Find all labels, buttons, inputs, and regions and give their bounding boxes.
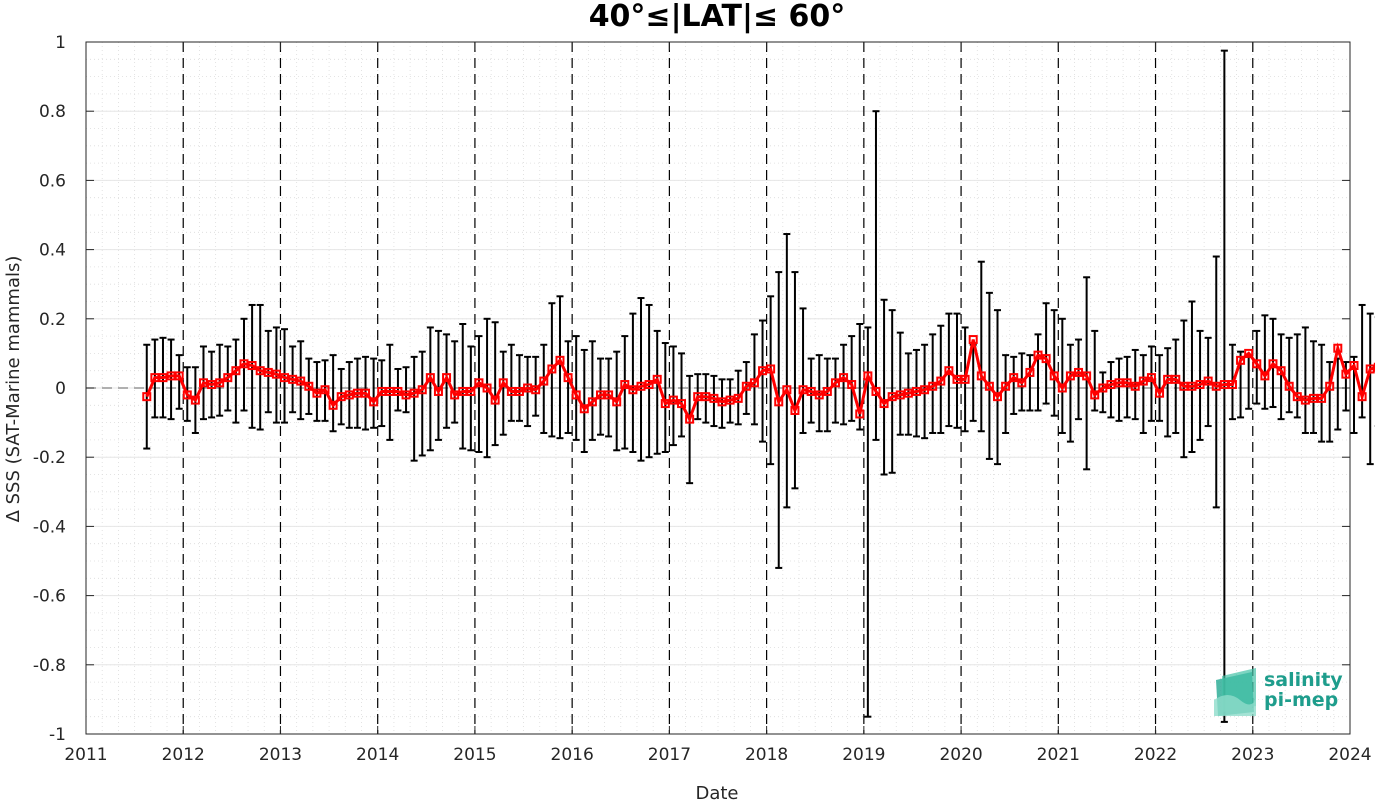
x-tick-label: 2022: [1134, 745, 1177, 765]
x-tick-label: 2011: [64, 745, 107, 765]
x-tick-label: 2015: [453, 745, 496, 765]
x-tick-label: 2024: [1328, 745, 1371, 765]
y-tick-label: -0.8: [33, 656, 66, 676]
x-tick-label: 2012: [162, 745, 205, 765]
x-tick-label: 2020: [939, 745, 982, 765]
x-tick-label: 2016: [551, 745, 594, 765]
y-axis-label: Δ SSS (SAT-Marine mammals): [3, 256, 24, 523]
y-tick-label: -0.4: [33, 517, 66, 537]
x-axis-label: Date: [695, 783, 738, 801]
x-tick-label: 2013: [259, 745, 302, 765]
x-tick-label: 2021: [1037, 745, 1080, 765]
y-tick-label: -1: [49, 725, 66, 745]
x-tick-label: 2014: [356, 745, 399, 765]
y-tick-label: 0.8: [39, 102, 66, 122]
y-tick-label: 0.2: [39, 310, 66, 330]
y-tick-label: -0.6: [33, 587, 66, 607]
logo-line-salinity: salinity: [1264, 669, 1343, 691]
y-tick-label: 1: [55, 33, 66, 53]
x-tick-label: 2018: [745, 745, 788, 765]
x-tick-label: 2019: [842, 745, 885, 765]
y-tick-label: 0: [55, 379, 66, 399]
x-tick-label: 2023: [1231, 745, 1274, 765]
y-tick-label: -0.2: [33, 448, 66, 468]
y-tick-label: 0.6: [39, 171, 66, 191]
y-tick-label: 0.4: [39, 241, 66, 261]
salinity-pi-mep-logo: salinity pi-mep: [1214, 668, 1343, 716]
logo-line-pi-mep: pi-mep: [1264, 689, 1338, 711]
chart-title: 40°≤|LAT|≤ 60°: [589, 0, 846, 34]
x-tick-label: 2017: [648, 745, 691, 765]
